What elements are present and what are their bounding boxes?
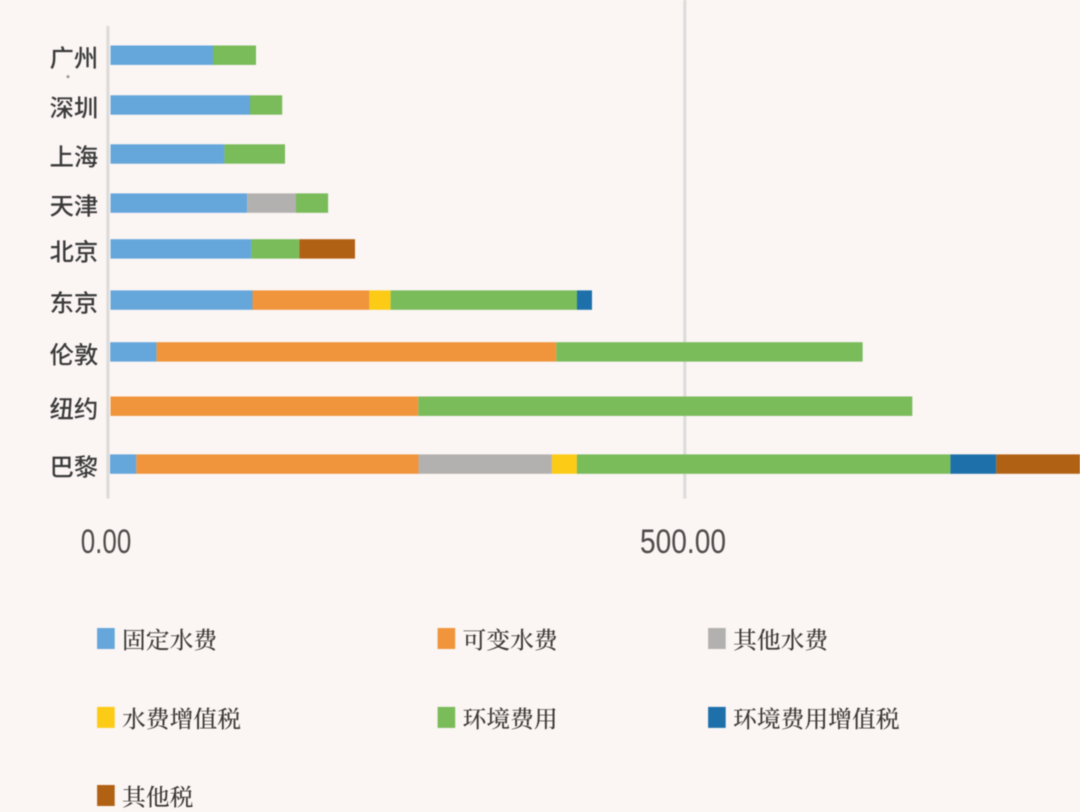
svg-text:500.00: 500.00 xyxy=(640,523,726,561)
svg-text:0.00: 0.00 xyxy=(81,523,132,561)
